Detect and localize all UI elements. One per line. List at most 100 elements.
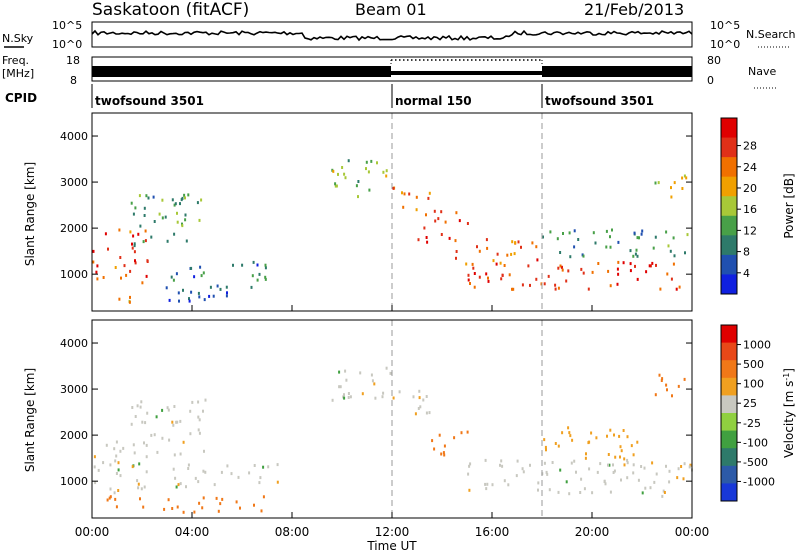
data-cell — [545, 448, 547, 452]
data-cell — [184, 218, 187, 222]
data-cell — [92, 249, 95, 253]
data-cell — [235, 500, 238, 504]
data-cell — [197, 480, 200, 484]
data-cell — [347, 392, 350, 395]
colorbar-tick-label: -100 — [743, 436, 768, 449]
data-cell — [516, 459, 519, 463]
data-cell — [117, 489, 120, 492]
data-cell — [515, 474, 518, 478]
data-cell — [113, 491, 116, 495]
data-cell — [543, 438, 546, 442]
nsky-tick-bottom: 10^0 — [52, 38, 82, 51]
data-cell — [165, 286, 168, 290]
data-cell — [109, 463, 112, 467]
colorbar-swatch — [721, 448, 737, 467]
data-cell — [194, 476, 197, 480]
data-cell — [188, 297, 190, 301]
data-cell — [176, 420, 179, 424]
data-cell — [368, 188, 371, 192]
data-cell — [617, 240, 620, 244]
data-cell — [258, 481, 261, 485]
colorbar-tick-label: 20 — [743, 182, 757, 195]
data-cell — [487, 279, 490, 283]
data-cell — [237, 475, 240, 479]
ytick-label: 4000 — [60, 337, 88, 350]
data-cell — [634, 264, 636, 268]
x-axis-label: Time UT — [366, 539, 417, 553]
data-cell — [166, 406, 169, 410]
data-cell — [93, 455, 96, 459]
data-cell — [569, 255, 572, 259]
data-cell — [423, 226, 426, 230]
data-cell — [554, 287, 557, 291]
data-cell — [153, 433, 156, 437]
data-cell — [418, 389, 421, 393]
data-cell — [345, 378, 348, 382]
data-cell — [643, 466, 646, 470]
data-cell — [145, 470, 148, 474]
power-ylabel: Slant Range [km] — [23, 162, 37, 266]
data-cell — [685, 176, 688, 180]
data-cell — [93, 465, 96, 469]
data-cell — [455, 250, 458, 253]
data-cell — [491, 483, 494, 487]
data-cell — [96, 277, 99, 281]
data-cell — [385, 174, 388, 178]
data-cell — [339, 385, 342, 389]
station-title: Saskatoon (fitACF) — [92, 0, 249, 20]
data-cell — [665, 230, 668, 234]
data-cell — [677, 467, 680, 471]
colorbar-swatch — [721, 215, 737, 236]
freq-label-1: Freq. — [2, 54, 29, 67]
data-cell — [187, 463, 190, 467]
data-cell — [670, 195, 673, 199]
data-cell — [114, 459, 117, 463]
data-cell — [438, 433, 441, 437]
data-cell — [469, 462, 472, 466]
data-cell — [202, 271, 205, 275]
data-cell — [161, 216, 164, 220]
data-cell — [204, 398, 207, 402]
data-cell — [633, 231, 636, 235]
data-cell — [670, 277, 673, 281]
data-cell — [190, 290, 193, 294]
data-cell — [334, 182, 337, 186]
data-cell — [130, 422, 133, 426]
freq-tick-top: 18 — [66, 54, 80, 67]
data-cell — [196, 201, 199, 205]
noise-trace — [91, 29, 693, 42]
data-cell — [607, 453, 610, 456]
data-cell — [511, 240, 514, 244]
data-cell — [401, 191, 403, 195]
data-cell — [542, 235, 544, 239]
data-cell — [467, 278, 470, 282]
data-cell — [588, 467, 591, 471]
data-cell — [442, 451, 445, 455]
data-cell — [433, 447, 436, 451]
data-cell — [559, 264, 562, 268]
data-cell — [580, 267, 583, 271]
data-cell — [635, 248, 638, 252]
data-cell — [672, 236, 675, 240]
data-cell — [582, 271, 585, 275]
data-cell — [634, 252, 637, 256]
data-cell — [109, 495, 112, 499]
data-cell — [651, 261, 654, 265]
data-cell — [673, 254, 676, 258]
colorbar-swatch — [721, 274, 737, 295]
data-cell — [546, 472, 549, 476]
data-cell — [570, 461, 573, 465]
data-cell — [626, 476, 629, 480]
data-cell — [455, 211, 458, 215]
freq-bar-first — [92, 66, 391, 77]
data-cell — [213, 483, 216, 487]
data-cell — [641, 491, 644, 495]
data-cell — [557, 444, 560, 448]
power-yticks: 1000 2000 3000 4000 — [60, 130, 692, 281]
colorbar-swatch — [721, 377, 737, 396]
data-cell — [158, 212, 161, 216]
data-cell — [657, 181, 660, 185]
data-cell — [521, 283, 524, 287]
data-cell — [209, 285, 212, 289]
data-cell — [678, 285, 681, 289]
